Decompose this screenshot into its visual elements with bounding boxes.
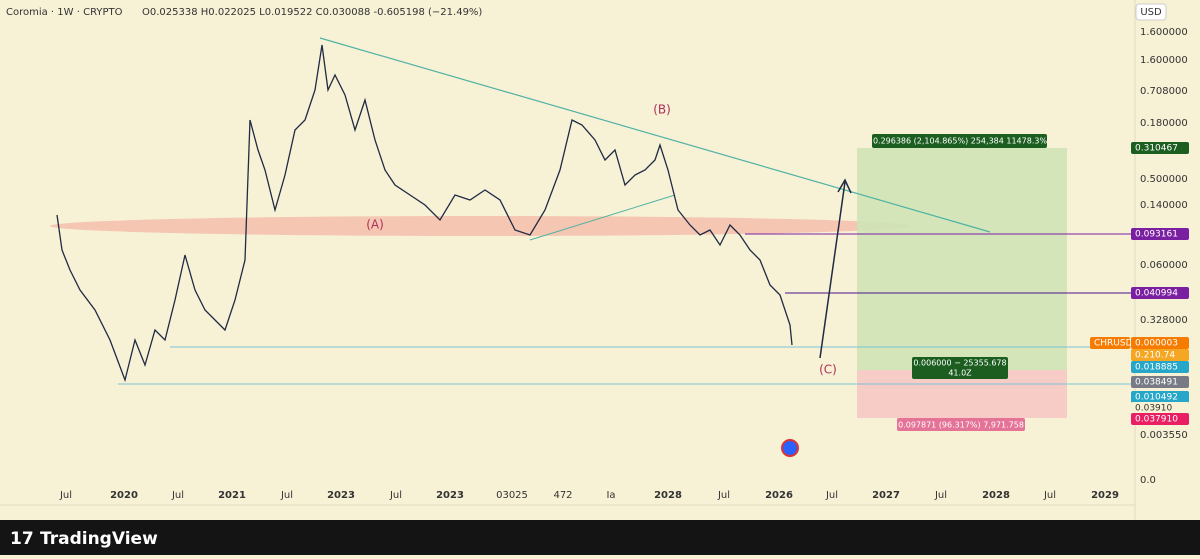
time-label: 2021: [218, 490, 246, 501]
price-tag: [1090, 337, 1130, 349]
price-label: 1.600000: [1140, 55, 1188, 66]
price-tag-label: 0.010492: [1135, 393, 1178, 403]
time-label: 2028: [654, 490, 682, 501]
support-line: [529, 194, 676, 241]
footer-bar: [0, 520, 1200, 555]
time-label: Jul: [59, 490, 72, 501]
price-tag-label: 0.040994: [1135, 289, 1178, 299]
price-tag: [1131, 402, 1189, 414]
time-label: Jul: [1043, 490, 1056, 501]
price-tag-label: 0.210.74: [1135, 351, 1175, 361]
currency[interactable]: USD: [1140, 7, 1162, 18]
time-label: 2028: [982, 490, 1010, 501]
price-label: 0.003550: [1140, 430, 1188, 441]
time-label: Jul: [825, 490, 838, 501]
price-tag: [1131, 349, 1189, 361]
price-label: 0.060000: [1140, 260, 1188, 271]
price-tag: [1131, 142, 1189, 154]
price-tag-label: 0.000003: [1135, 339, 1178, 349]
event-icon[interactable]: [781, 439, 799, 457]
time-label: 2026: [765, 490, 793, 501]
price-tag: [1131, 391, 1189, 403]
time-label: Jul: [717, 490, 730, 501]
price-label: 0.0: [1140, 475, 1156, 486]
target-label: 0.296386 (2,104.865%) 254,384 11478.3%: [873, 137, 1048, 146]
price-tag: [1131, 376, 1189, 388]
price-tag-label: 0.093161: [1135, 230, 1178, 240]
time-label: 03025: [496, 490, 528, 501]
time-label: 472: [553, 490, 572, 501]
price-tag-label: 0.037910: [1135, 415, 1178, 425]
stop-label: 0.097871 (96.317%) 7,971.758: [898, 421, 1024, 430]
time-label: 2029: [1091, 490, 1119, 501]
price-tag: [1131, 287, 1189, 299]
price-label: 0.708000: [1140, 86, 1188, 97]
axes: 1.600000 1.600000 0.708000 0.180000 0.500000…: [59, 27, 1189, 501]
time-label: 2020: [110, 490, 138, 501]
price-label: 0.500000: [1140, 174, 1188, 185]
price-tag-label: 0.03910: [1135, 404, 1172, 414]
wave-label: (B): [653, 103, 671, 117]
time-label: Ia: [606, 490, 615, 501]
logo-mark: 17: [10, 529, 34, 549]
time-label: Jul: [389, 490, 402, 501]
time-label: Jul: [171, 490, 184, 501]
symbol: Coromia · 1W · CRYPTO: [6, 7, 123, 18]
price-tag: [1131, 361, 1189, 373]
price-tag-label: 0.310467: [1135, 144, 1178, 154]
price-label: 0.328000: [1140, 315, 1188, 326]
time-label: 2023: [327, 490, 355, 501]
trendline: [319, 37, 991, 233]
entry-label: 0.006000 − 25355.678: [913, 359, 1006, 368]
brand: TradingView: [40, 529, 158, 549]
price-tag-label: 0.018885: [1135, 363, 1178, 373]
price-path: [56, 44, 793, 383]
price-label: 0.140000: [1140, 200, 1188, 211]
price-tag: [1131, 228, 1189, 240]
target-box: [872, 134, 1047, 148]
projection-arrow: [819, 181, 846, 359]
resistance-zone: [50, 216, 910, 236]
profit-zone: [857, 148, 1067, 370]
price-label: 1.600000: [1140, 27, 1188, 38]
ohlc: O0.025338 H0.022025 L0.019522 C0.030088 …: [142, 7, 482, 18]
wave-label: (A): [366, 218, 384, 232]
price-tag: [1131, 413, 1189, 425]
time-label: 2023: [436, 490, 464, 501]
wave-label: (C): [819, 363, 837, 377]
price-tag: [1131, 337, 1189, 349]
time-label: Jul: [280, 490, 293, 501]
entry-detail: 41.0Z: [948, 369, 972, 378]
time-label: 2027: [872, 490, 900, 501]
entry-box: [912, 357, 1008, 379]
stop-box: [897, 418, 1025, 431]
arrow-head: [837, 178, 852, 194]
price-tag-label: 0.038491: [1135, 378, 1178, 388]
price-tag-label: CHRUSD: [1094, 339, 1133, 349]
price-label: 0.180000: [1140, 118, 1188, 129]
currency-box[interactable]: [1135, 3, 1167, 21]
time-label: Jul: [934, 490, 947, 501]
